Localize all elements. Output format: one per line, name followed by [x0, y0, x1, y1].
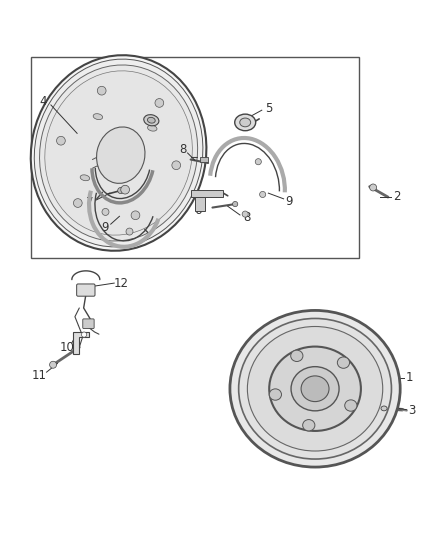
Ellipse shape	[34, 59, 203, 247]
Circle shape	[57, 136, 65, 145]
Bar	[31, 57, 359, 258]
Circle shape	[126, 228, 133, 235]
Circle shape	[97, 86, 106, 95]
Ellipse shape	[148, 117, 155, 123]
Circle shape	[121, 185, 130, 194]
Ellipse shape	[269, 389, 282, 400]
Ellipse shape	[269, 346, 361, 431]
Ellipse shape	[45, 71, 192, 235]
Ellipse shape	[235, 114, 256, 131]
Bar	[191, 190, 223, 197]
FancyBboxPatch shape	[77, 284, 95, 296]
Ellipse shape	[96, 127, 145, 183]
Text: 6: 6	[194, 204, 202, 217]
Text: 9: 9	[285, 195, 293, 207]
Circle shape	[172, 161, 180, 169]
Ellipse shape	[93, 114, 102, 119]
Circle shape	[233, 201, 238, 207]
Circle shape	[155, 99, 164, 107]
Ellipse shape	[247, 327, 383, 451]
Ellipse shape	[31, 55, 206, 251]
Text: 10: 10	[60, 341, 74, 354]
Text: 3: 3	[408, 404, 416, 417]
Text: 7: 7	[85, 196, 93, 209]
Circle shape	[370, 184, 377, 191]
Text: 11: 11	[32, 369, 46, 382]
Circle shape	[118, 188, 124, 193]
Circle shape	[131, 211, 140, 220]
Ellipse shape	[239, 318, 392, 459]
Text: 1: 1	[406, 372, 413, 384]
Ellipse shape	[345, 400, 357, 411]
Circle shape	[81, 332, 87, 337]
Bar	[195, 197, 205, 211]
Text: 2: 2	[393, 190, 401, 203]
Ellipse shape	[303, 419, 315, 431]
Circle shape	[49, 361, 57, 368]
Text: 8: 8	[243, 211, 250, 224]
Text: 12: 12	[114, 277, 129, 289]
Text: 8: 8	[180, 143, 187, 156]
Ellipse shape	[39, 65, 198, 241]
Ellipse shape	[301, 376, 329, 401]
Circle shape	[242, 211, 248, 217]
Ellipse shape	[291, 350, 303, 361]
Circle shape	[74, 199, 82, 207]
Text: 4: 4	[40, 94, 47, 108]
Ellipse shape	[240, 118, 251, 127]
Circle shape	[260, 191, 266, 198]
FancyBboxPatch shape	[83, 319, 94, 328]
Ellipse shape	[80, 175, 90, 181]
Ellipse shape	[381, 406, 387, 411]
Text: 9: 9	[102, 221, 109, 233]
Ellipse shape	[148, 125, 157, 131]
Ellipse shape	[291, 367, 339, 411]
Circle shape	[255, 159, 261, 165]
Bar	[200, 157, 208, 161]
Ellipse shape	[230, 310, 400, 467]
Text: 5: 5	[265, 102, 273, 115]
Ellipse shape	[337, 357, 350, 368]
Ellipse shape	[144, 115, 159, 126]
Polygon shape	[73, 332, 89, 354]
Circle shape	[102, 208, 109, 215]
